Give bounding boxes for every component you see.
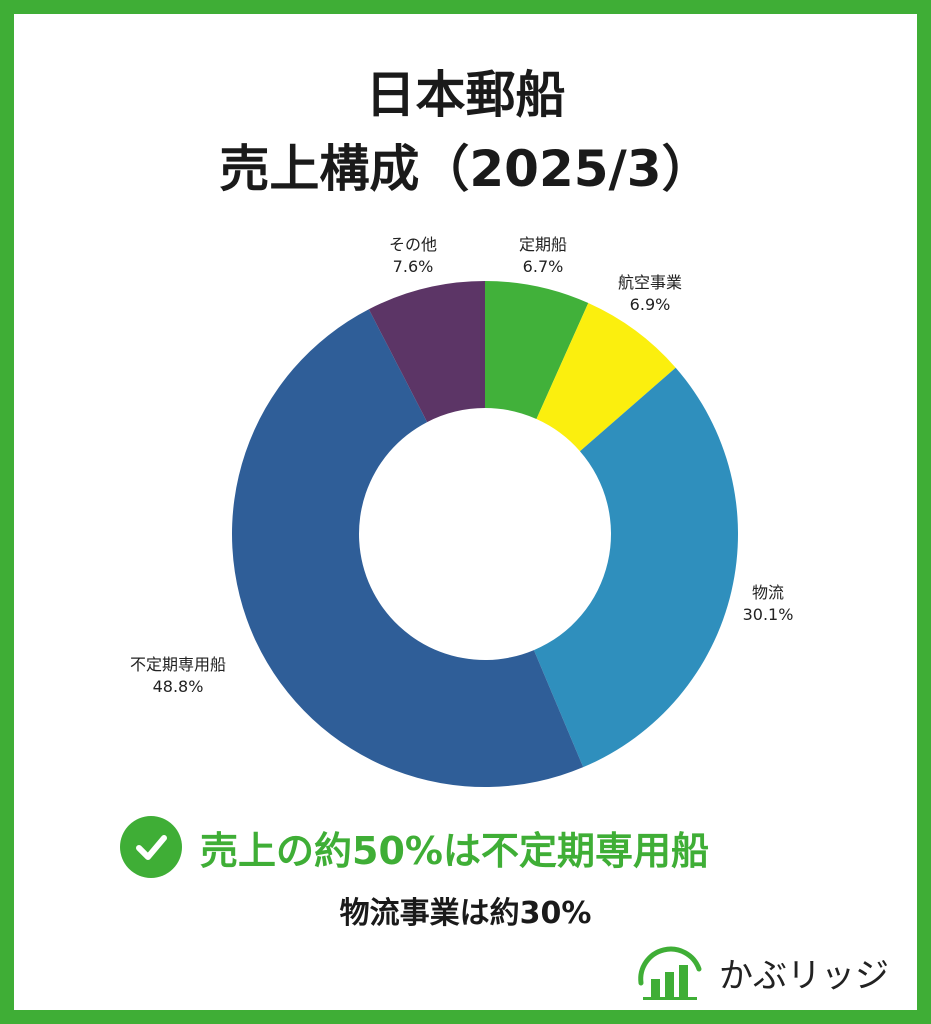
slice-category-label: その他 — [389, 235, 437, 254]
title-subject: 売上構成（2025/3） — [219, 140, 712, 198]
highlight-text: 売上の約50%は不定期専用船 — [200, 828, 709, 873]
slice-category-label: 航空事業 — [618, 273, 682, 292]
slice-category-label: 物流 — [752, 583, 784, 602]
check-circle-icon — [120, 816, 182, 878]
slice-value-label: 6.9% — [630, 295, 671, 314]
rising-bars-logo-icon — [638, 946, 702, 1000]
slice-category-label: 不定期専用船 — [130, 655, 226, 674]
brand-name: かぶリッジ — [719, 955, 889, 996]
slice-value-label: 48.8% — [153, 677, 204, 696]
slice-value-label: 30.1% — [743, 605, 794, 624]
donut-slice — [368, 281, 485, 423]
title-company: 日本郵船 — [365, 66, 566, 124]
brand: かぶリッジ — [635, 942, 889, 1002]
slice-category-label: 定期船 — [519, 235, 567, 254]
donut-slice — [232, 309, 584, 787]
donut-slice — [485, 281, 589, 419]
donut-slice — [533, 367, 738, 768]
highlight-row: 売上の約50%は不定期専用船 — [120, 815, 709, 879]
chart-title: 日本郵船 売上構成（2025/3） — [0, 58, 931, 206]
subtext: 物流事業は約30% — [339, 896, 592, 931]
slice-value-label: 6.7% — [523, 257, 564, 276]
donut-slice — [536, 303, 676, 452]
slice-value-label: 7.6% — [393, 257, 434, 276]
